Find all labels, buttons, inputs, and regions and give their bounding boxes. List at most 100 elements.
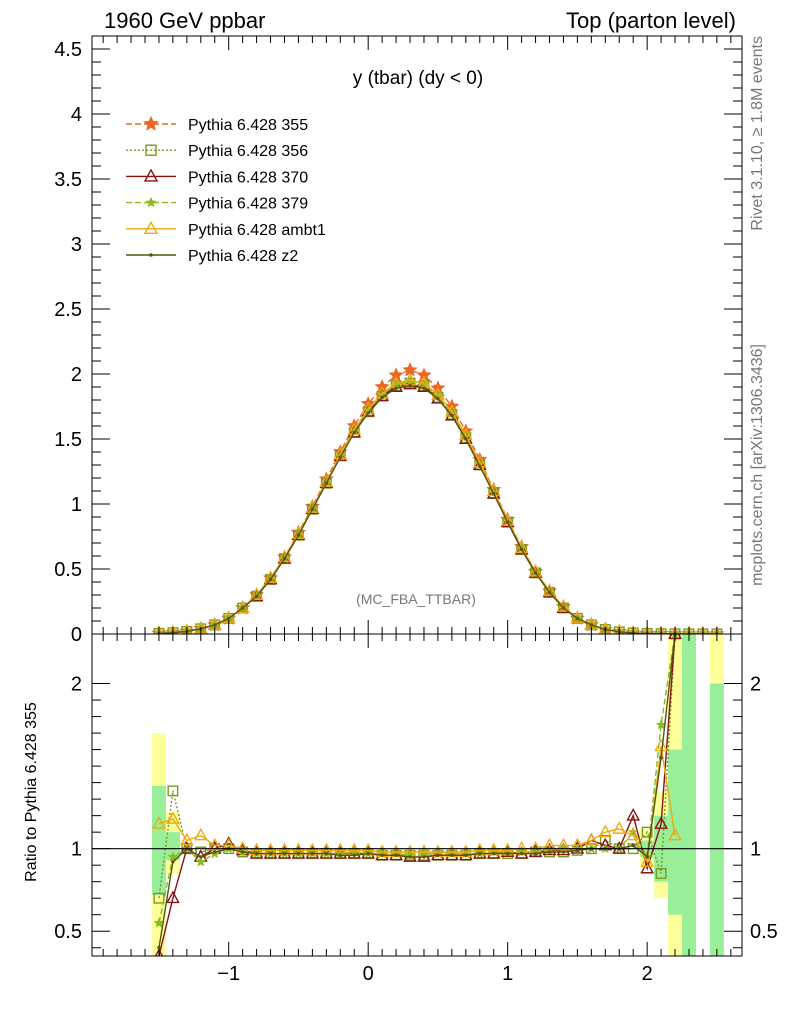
- main-point-z2-31: [589, 623, 594, 627]
- main-point-z2-28: [547, 590, 552, 595]
- main-point-p370-21: [444, 407, 459, 421]
- ratio-point-p370-1: [166, 890, 180, 904]
- ratio-point-ambt1-34: [626, 827, 641, 841]
- main-y-tick-label: 2: [71, 364, 82, 386]
- main-point-z2-21: [450, 413, 454, 418]
- ratio-point-ambt1-33: [612, 821, 627, 834]
- ratio-uncertainty-bands: [151, 634, 724, 956]
- ratio-point-z2-30: [575, 848, 580, 853]
- band-inner-6: [709, 683, 724, 956]
- legend-marker-p355: [143, 115, 159, 131]
- ratio-point-z2-27: [533, 851, 538, 856]
- x-tick-label: 0: [363, 963, 374, 985]
- ratio-point-p379-3: [195, 856, 207, 867]
- band-inner-0: [151, 785, 166, 895]
- main-point-z2-10: [296, 533, 301, 537]
- ratio-point-p356-36: [655, 867, 667, 879]
- ratio-point-z2-24: [492, 851, 496, 856]
- ratio-point-p370-36: [654, 816, 668, 829]
- main-point-z2-30: [575, 616, 580, 621]
- ratio-panel-series: [152, 634, 682, 956]
- main-y-tick-label: 3: [71, 234, 82, 256]
- ratio-y-tick-label-left: 1: [71, 839, 82, 861]
- main-point-p370-22: [458, 431, 473, 444]
- ratio-point-p356-35: [641, 826, 653, 838]
- main-point-ambt1-11: [305, 500, 320, 513]
- main-point-ambt1-8: [263, 570, 278, 584]
- main-point-ambt1-9: [277, 549, 292, 563]
- main-point-ambt1-6: [235, 600, 250, 613]
- main-y-tick-label: 4.5: [54, 39, 82, 61]
- ratio-point-z2-19: [422, 855, 426, 859]
- ratio-point-z2-14: [352, 853, 356, 857]
- ratio-point-p370-20: [431, 847, 445, 861]
- main-point-ambt1-0: [154, 625, 164, 634]
- ratio-point-p370-0: [154, 948, 164, 956]
- main-y-tick-label: 4: [71, 104, 82, 126]
- ratio-line-z2: [158, 634, 676, 948]
- ratio-point-z2-1: [171, 860, 175, 864]
- legend-label-ambt1: Pythia 6.428 ambt1: [188, 222, 326, 239]
- ratio-point-z2-9: [282, 851, 287, 856]
- main-point-z2-13: [338, 455, 342, 459]
- main-point-ambt1-36: [656, 626, 666, 634]
- ratio-line-p370: [158, 634, 676, 956]
- ratio-point-ambt1-29: [556, 837, 571, 851]
- header-energy-label: 1960 GeV ppbar: [104, 8, 265, 33]
- main-point-z2-27: [533, 571, 538, 575]
- ratio-point-z2-28: [547, 850, 552, 854]
- main-point-z2-17: [394, 386, 398, 391]
- main-point-ambt1-12: [319, 474, 334, 487]
- main-point-z2-4: [213, 623, 217, 627]
- ratio-point-ambt1-35: [640, 854, 655, 867]
- main-point-ambt1-34: [628, 625, 639, 634]
- main-point-ambt1-30: [570, 610, 585, 624]
- ratio-point-ambt1-4: [207, 837, 222, 851]
- main-y-tick-label: 3.5: [54, 169, 82, 191]
- header-process-label: Top (parton level): [566, 8, 736, 33]
- ratio-point-z2-22: [464, 853, 468, 857]
- ratio-line-p356: [158, 634, 676, 899]
- legend-label-p370: Pythia 6.428 370: [188, 169, 308, 186]
- main-point-z2-20: [436, 396, 440, 401]
- ratio-point-ambt1-36: [654, 738, 668, 752]
- ratio-point-z2-18: [408, 855, 412, 859]
- main-y-tick-label: 0.5: [54, 559, 82, 581]
- ratio-frame: [91, 633, 743, 957]
- ratio-y-tick-label-left: 2: [71, 674, 82, 696]
- ratio-point-z2-4: [213, 850, 217, 854]
- main-point-z2-8: [268, 577, 273, 582]
- ratio-point-p370-34: [626, 808, 641, 821]
- legend: Pythia 6.428 355 Pythia 6.428 356 Pythia 6…: [126, 115, 326, 265]
- main-point-ambt1-35: [642, 625, 652, 634]
- ratio-point-p379-34: [627, 826, 639, 837]
- ratio-point-z2-36: [659, 756, 663, 760]
- ratio-point-z2-17: [394, 853, 398, 857]
- main-y-tick-label: 1.5: [54, 429, 82, 451]
- main-point-z2-16: [380, 395, 384, 400]
- main-y-tick-label: 1: [71, 494, 82, 516]
- ratio-point-ambt1-37: [668, 827, 682, 841]
- ratio-point-p379-0: [153, 917, 165, 928]
- main-point-z2-18: [408, 383, 412, 388]
- main-y-tick-label: 2.5: [54, 299, 82, 321]
- ratio-axis-label: Ratio to Pythia 6.428 355: [23, 702, 40, 882]
- main-point-ambt1-38: [684, 626, 694, 634]
- ratio-point-z2-23: [478, 851, 482, 856]
- ratio-point-z2-21: [450, 853, 454, 857]
- main-point-z2-14: [352, 430, 356, 435]
- main-point-ambt1-25: [500, 513, 515, 526]
- ratio-point-z2-10: [296, 851, 301, 856]
- ratio-point-ambt1-32: [598, 824, 613, 838]
- main-point-z2-11: [310, 507, 315, 511]
- legend-marker-ambt1: [143, 220, 159, 235]
- main-point-ambt1-28: [542, 583, 557, 597]
- ratio-point-z2-15: [366, 851, 370, 856]
- ratio-point-ambt1-3: [193, 827, 208, 841]
- ratio-point-ambt1-28: [542, 837, 557, 851]
- ratio-point-p370-21: [444, 847, 459, 861]
- legend-label-p355: Pythia 6.428 355: [188, 117, 308, 134]
- ratio-y-tick-label-right: 2: [750, 674, 761, 696]
- legend-label-p379: Pythia 6.428 379: [188, 196, 308, 213]
- axes: −1 0 1 2 0 0.5 1 1.5 2 2.5 3 3.5 4 4.5 0.5 0.5 1 1 2 2: [54, 35, 778, 985]
